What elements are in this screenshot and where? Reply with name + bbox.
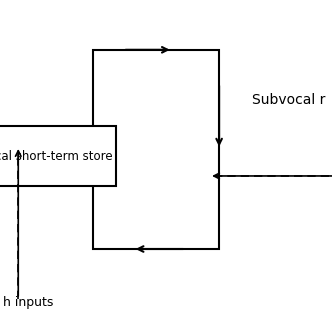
Text: ogical short-term store: ogical short-term store [0, 149, 113, 163]
Text: h inputs: h inputs [3, 296, 54, 309]
Bar [93, 50, 219, 249]
Bar [0, 126, 116, 186]
Text: Subvocal r: Subvocal r [252, 93, 326, 107]
